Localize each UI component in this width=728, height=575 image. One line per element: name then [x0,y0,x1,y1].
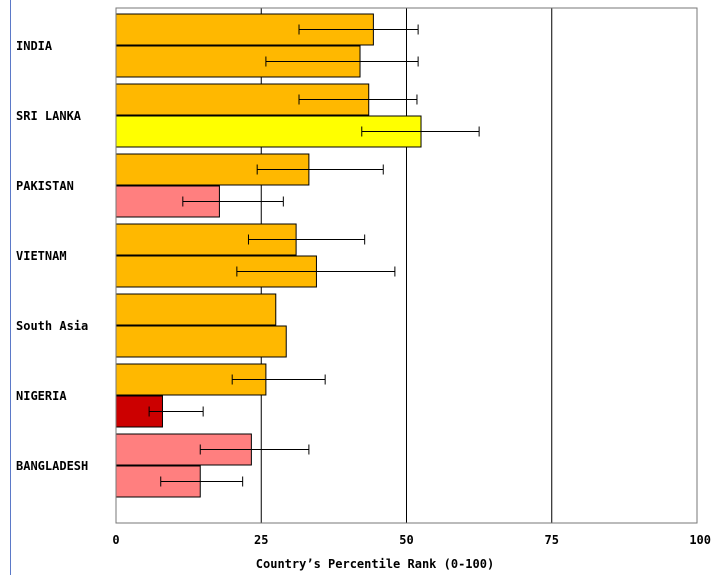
x-tick-label: 0 [112,533,119,547]
category-label: VIETNAM [16,249,67,263]
category-label: BANGLADESH [16,459,88,473]
x-tick-label: 25 [254,533,268,547]
error-bars [148,24,480,487]
error-bar-2-1 [182,196,284,207]
error-bar-0-0 [298,24,419,35]
category-label: South Asia [16,319,88,333]
error-bar-5-0 [231,374,326,385]
error-bar-5-1 [148,406,204,417]
category-labels: INDIA SRI LANKA PAKISTAN VIETNAM South Asia N… [16,39,88,473]
x-tick-label: 75 [545,533,559,547]
bar-4-0 [115,293,277,326]
x-axis-title: Country’s Percentile Rank (0-100) [256,557,494,571]
left-border-line [10,0,11,575]
category-label: NIGERIA [16,389,67,403]
error-bar-1-1 [361,126,480,137]
error-bar-3-1 [236,266,396,277]
error-bar-3-0 [247,234,366,245]
error-bar-6-0 [199,444,310,455]
category-label: PAKISTAN [16,179,74,193]
x-tick-label: 50 [399,533,413,547]
x-tick-labels: 0 25 50 75 100 [112,533,711,547]
bar-4-1 [115,325,287,358]
plot-frame [115,7,698,524]
plot-border [115,7,698,524]
error-bar-1-0 [298,94,418,105]
category-label: INDIA [16,39,53,53]
error-bar-2-0 [256,164,384,175]
error-bar-0-1 [265,56,419,67]
x-tick-label: 100 [689,533,711,547]
error-bar-6-1 [160,476,244,487]
category-label: SRI LANKA [16,109,82,123]
